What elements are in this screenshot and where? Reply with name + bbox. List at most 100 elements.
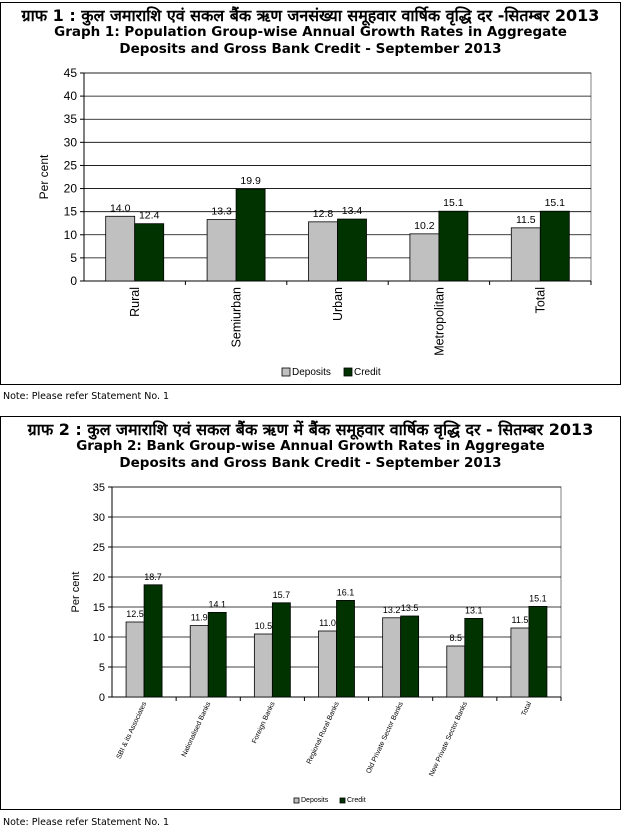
chart1-bar-credit <box>134 223 165 282</box>
chart1-data-label: 13.3 <box>211 206 232 218</box>
chart1-x-tick-label: Metropolitan <box>432 287 446 356</box>
chart1-y-tick-label: 10 <box>64 228 78 242</box>
chart2-data-label: 12.5 <box>126 609 144 619</box>
chart1-title-line1: Graph 1: Population Group-wise Annual Gr… <box>54 24 567 40</box>
chart-panel-2: ग्राफ 2 : कुल जमाराशि एवं सकल बैंक ऋण मे… <box>0 416 621 810</box>
chart2-data-label: 10.5 <box>255 621 273 631</box>
chart2-y-tick-label: 30 <box>93 512 105 524</box>
chart1-y-axis-label: Per cent <box>37 154 51 199</box>
chart1-legend-swatch-credit <box>343 367 353 377</box>
chart1-bar-deposits <box>105 215 136 282</box>
chart2-data-label: 13.5 <box>401 603 419 613</box>
chart2-y-tick-label: 10 <box>93 632 105 644</box>
chart1-data-label: 13.4 <box>342 205 363 217</box>
chart2-x-tick-label: Total <box>521 700 534 717</box>
chart1-bar-deposits <box>308 221 338 282</box>
chart2-legend-label-credit: Credit <box>347 797 366 804</box>
chart2-legend-label-deposits: Deposits <box>301 797 329 804</box>
chart1-y-tick-label: 40 <box>64 89 78 103</box>
chart1-x-tick-label: Semiurban <box>229 287 243 347</box>
chart2-data-label: 11.0 <box>319 618 336 628</box>
chart1-y-tick-label: 35 <box>64 112 78 126</box>
chart1-data-label: 14.0 <box>110 202 131 214</box>
chart2-x-tick-label: Old Private Sector Banks <box>366 700 406 774</box>
chart2-data-label: 18.7 <box>144 572 162 582</box>
chart1-y-tick-label: 20 <box>64 182 78 196</box>
chart2-y-tick-label: 35 <box>93 482 105 494</box>
chart2-data-label: 8.5 <box>450 633 463 643</box>
chart2-y-tick-label: 0 <box>99 692 105 704</box>
chart2-svg: 0 5 10 15 20 25 30 35 Per cent 12.5 18.7 SBI & its … <box>70 482 562 804</box>
chart2-title-line1: Graph 2: Bank Group-wise Annual Growth R… <box>76 438 545 454</box>
chart1-x-tick-label: Urban <box>331 287 345 321</box>
chart2-data-label: 11.5 <box>511 615 528 625</box>
chart2-x-tick-label: SBI & its Associates <box>116 700 149 760</box>
chart1-bar-credit <box>539 210 570 282</box>
chart2-bar-deposits <box>382 617 402 698</box>
chart2-data-label: 15.7 <box>273 590 291 600</box>
chart1-y-tick-label: 15 <box>64 205 78 219</box>
chart1-data-label: 19.9 <box>240 175 261 187</box>
note-2: Note: Please refer Statement No. 1 <box>3 817 170 828</box>
chart1-bar-deposits <box>510 227 541 282</box>
note-1: Note: Please refer Statement No. 1 <box>3 391 170 402</box>
chart2-bar-credit <box>400 615 420 698</box>
chart2-x-tick-label: Regional Rural Banks <box>306 700 341 765</box>
chart1-y-tick-label: 30 <box>64 135 78 149</box>
chart2-y-tick-label: 15 <box>93 602 105 614</box>
chart2-bar-deposits <box>125 621 145 698</box>
chart1-data-label: 12.4 <box>139 210 160 222</box>
chart1-data-label: 15.1 <box>443 197 464 209</box>
chart2-legend-swatch-deposits <box>293 797 300 804</box>
chart2-data-label: 15.1 <box>529 593 547 603</box>
chart1-y-tick-label: 25 <box>64 158 78 172</box>
chart1-data-label: 15.1 <box>545 197 566 209</box>
chart2-data-label: 14.1 <box>208 599 226 609</box>
chart2-bar-credit <box>528 605 548 698</box>
chart1-x-tick-label: Total <box>534 287 548 313</box>
chart2-bar-deposits <box>253 633 273 698</box>
chart2-data-label: 13.2 <box>383 605 401 615</box>
chart1-title-line2: Deposits and Gross Bank Credit - Septemb… <box>119 41 502 57</box>
chart1-bar-deposits <box>409 233 440 282</box>
chart2-bar-deposits <box>510 627 530 698</box>
chart2-y-tick-label: 25 <box>93 542 105 554</box>
chart1-y-tick-label: 0 <box>70 274 77 288</box>
chart2-x-tick-label: Foreign Banks <box>251 700 277 744</box>
chart1-data-label: 10.2 <box>414 220 435 232</box>
chart1-data-label: 12.8 <box>313 208 334 220</box>
chart2-y-tick-label: 5 <box>99 662 105 674</box>
chart1-x-tick-label: Rural <box>128 287 142 317</box>
chart2-x-tick-label: Nationalised Banks <box>181 700 213 758</box>
chart1-bar-credit <box>235 188 266 282</box>
chart2-data-label: 16.1 <box>337 587 355 597</box>
chart1-y-tick-label: 5 <box>70 251 77 265</box>
chart1-legend-label-deposits: Deposits <box>292 367 331 378</box>
chart1-title-hindi: ग्राफ 1 : कुल जमाराशि एवं सकल बैंक ऋण जन… <box>21 6 600 25</box>
chart2-y-axis-label: Per cent <box>70 572 82 613</box>
chart2-legend-swatch-credit <box>339 797 346 804</box>
chart-panel-1: ग्राफ 1 : कुल जमाराशि एवं सकल बैंक ऋण जन… <box>0 2 621 385</box>
chart2-x-tick-label: New Private Sector Banks <box>428 700 469 777</box>
chart2-bar-credit <box>207 611 227 698</box>
chart2-bar-credit <box>336 599 355 698</box>
chart2-bar-deposits <box>318 630 337 698</box>
chart1-bar-deposits <box>206 219 237 282</box>
chart1-bar-credit <box>438 210 469 282</box>
chart1-svg: 0 5 10 15 20 25 30 35 40 45 Per cent 14.0 12.4 Rural 1… <box>37 66 592 378</box>
chart2-title-line2: Deposits and Gross Bank Credit - Septemb… <box>119 455 502 471</box>
chart2-bar-credit <box>464 617 484 698</box>
chart1-legend-swatch-deposits <box>281 367 291 377</box>
chart2-data-label: 11.9 <box>191 613 208 623</box>
chart2-bar-credit <box>271 602 291 698</box>
chart2-title-hindi: ग्राफ 2 : कुल जमाराशि एवं सकल बैंक ऋण मे… <box>27 420 594 439</box>
chart1-legend-label-credit: Credit <box>354 367 381 378</box>
chart2-bar-credit <box>143 584 163 698</box>
chart2-bar-deposits <box>189 625 209 698</box>
chart2-bar-deposits <box>446 645 466 698</box>
chart1-data-label: 11.5 <box>516 214 536 226</box>
chart1-y-tick-label: 45 <box>64 66 78 80</box>
chart2-y-tick-label: 20 <box>93 572 105 584</box>
chart2-data-label: 13.1 <box>465 605 483 615</box>
chart1-bar-credit <box>337 218 367 282</box>
